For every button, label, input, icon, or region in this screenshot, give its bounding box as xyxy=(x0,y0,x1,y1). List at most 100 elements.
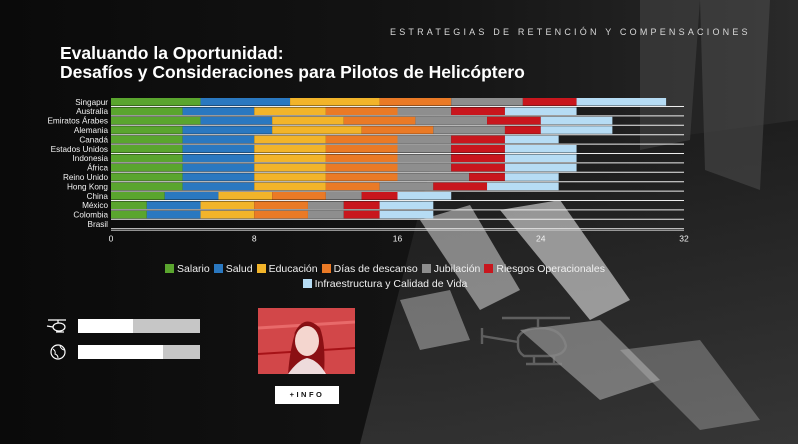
stat-row-globe xyxy=(46,343,200,361)
bar-segment xyxy=(307,210,344,219)
bar-segment xyxy=(397,192,452,200)
bar-segment xyxy=(325,135,398,144)
bar-segment xyxy=(504,163,577,172)
bar-segment xyxy=(182,154,255,162)
bar-segment xyxy=(182,107,255,115)
bar-segment xyxy=(254,182,326,191)
bar-segment xyxy=(307,201,344,209)
bar-segment xyxy=(325,107,398,115)
x-tick-label: 24 xyxy=(536,234,546,244)
y-tick-label: China xyxy=(87,192,109,201)
bar-segment xyxy=(290,98,380,106)
bar-segment xyxy=(254,163,326,172)
legend-item: Días de descanso xyxy=(321,262,418,277)
legend-swatch xyxy=(213,264,223,273)
bar-segment xyxy=(379,201,434,209)
bar-segment xyxy=(254,210,308,219)
bar-segment xyxy=(343,210,380,219)
y-tick-label: Indonesia xyxy=(72,154,108,163)
section-eyebrow: ESTRATEGIAS DE RETENCIÓN Y COMPENSACIONE… xyxy=(390,27,751,37)
bar-segment xyxy=(451,98,523,106)
bar-segment xyxy=(254,201,308,209)
bar-segment xyxy=(254,145,326,153)
bar-segment xyxy=(200,201,255,209)
bar-segment xyxy=(146,210,201,219)
bar-segment xyxy=(451,145,505,153)
bar-segment xyxy=(182,126,273,134)
bar-segment xyxy=(111,116,201,125)
legend-item: Jubilación xyxy=(421,262,481,277)
bar-segment xyxy=(325,154,398,162)
legend-swatch xyxy=(302,279,312,288)
y-tick-label: Alemania xyxy=(74,126,109,135)
bar-segment xyxy=(182,182,255,191)
bar-segment xyxy=(111,98,201,106)
chart-legend: Salario Salud Educación Días de descanso Jub… xyxy=(150,262,620,292)
legend-swatch xyxy=(256,264,266,273)
bar-segment xyxy=(325,192,362,200)
bar-segment xyxy=(325,173,398,181)
bar-segment xyxy=(576,98,667,106)
bar-segment xyxy=(111,107,183,115)
legend-label: Salud xyxy=(225,263,253,275)
y-tick-label: Estados Unidos xyxy=(51,145,108,154)
bar-segment xyxy=(379,98,452,106)
stat-bar-helicopter xyxy=(78,319,200,333)
y-tick-label: Emiratos Árabes xyxy=(47,116,108,126)
y-tick-label: Canadá xyxy=(79,135,108,144)
bar-segment xyxy=(111,210,147,219)
bar-segment xyxy=(272,192,326,200)
bar-segment xyxy=(146,201,201,209)
helicopter-watermark-icon xyxy=(480,316,570,366)
bar-segment xyxy=(325,163,398,172)
bar-segment xyxy=(451,107,505,115)
bar-segment xyxy=(540,126,613,134)
bar-segment xyxy=(272,126,362,134)
x-tick-label: 8 xyxy=(252,234,257,244)
bar-segment xyxy=(504,107,577,115)
bar-segment xyxy=(272,116,344,125)
bar-segment xyxy=(397,163,452,172)
bar-segment xyxy=(200,210,255,219)
legend-label: Días de descanso xyxy=(333,263,418,275)
y-tick-label: Singapur xyxy=(75,98,108,107)
y-tick-label: Australia xyxy=(76,107,108,116)
bar-segment xyxy=(343,201,380,209)
bar-segment xyxy=(397,173,470,181)
legend-label: Educación xyxy=(268,263,318,275)
bar-segment xyxy=(397,107,452,115)
bar-segment xyxy=(379,210,434,219)
page-title-line-1: Evaluando la Oportunidad: xyxy=(60,43,284,63)
bar-segment xyxy=(343,116,416,125)
bar-segment xyxy=(111,201,147,209)
bar-segment xyxy=(451,163,505,172)
legend-label: Salario xyxy=(177,263,210,275)
bar-segment xyxy=(451,135,505,144)
stat-bar-fill xyxy=(78,319,133,333)
bar-segment xyxy=(379,182,434,191)
bar-segment xyxy=(182,173,255,181)
bar-segment xyxy=(200,98,291,106)
legend-item: Riesgos Operacionales xyxy=(484,262,605,277)
bar-segment xyxy=(111,182,183,191)
stat-bar-fill xyxy=(78,345,164,359)
legend-item: Salario xyxy=(165,262,210,277)
y-tick-label: Colombia xyxy=(73,211,108,220)
legend-label: Riesgos Operacionales xyxy=(496,263,605,275)
stat-row-helicopter xyxy=(46,317,200,335)
bar-segment xyxy=(111,126,183,134)
bar-segment xyxy=(111,192,165,200)
bar-segment xyxy=(254,107,326,115)
legend-item: Salud xyxy=(213,262,253,277)
bar-segment xyxy=(433,126,505,134)
bar-segment xyxy=(540,116,613,125)
bar-segment xyxy=(111,135,183,144)
y-tick-label: México xyxy=(82,201,108,210)
page-title: Evaluando la Oportunidad: Desafíos y Con… xyxy=(60,44,525,82)
bar-segment xyxy=(182,135,255,144)
bar-segment xyxy=(182,145,255,153)
info-button[interactable]: +INFO xyxy=(275,386,339,404)
bar-segment xyxy=(469,173,505,181)
legend-label: Jubilación xyxy=(433,263,481,275)
bar-segment xyxy=(487,116,541,125)
